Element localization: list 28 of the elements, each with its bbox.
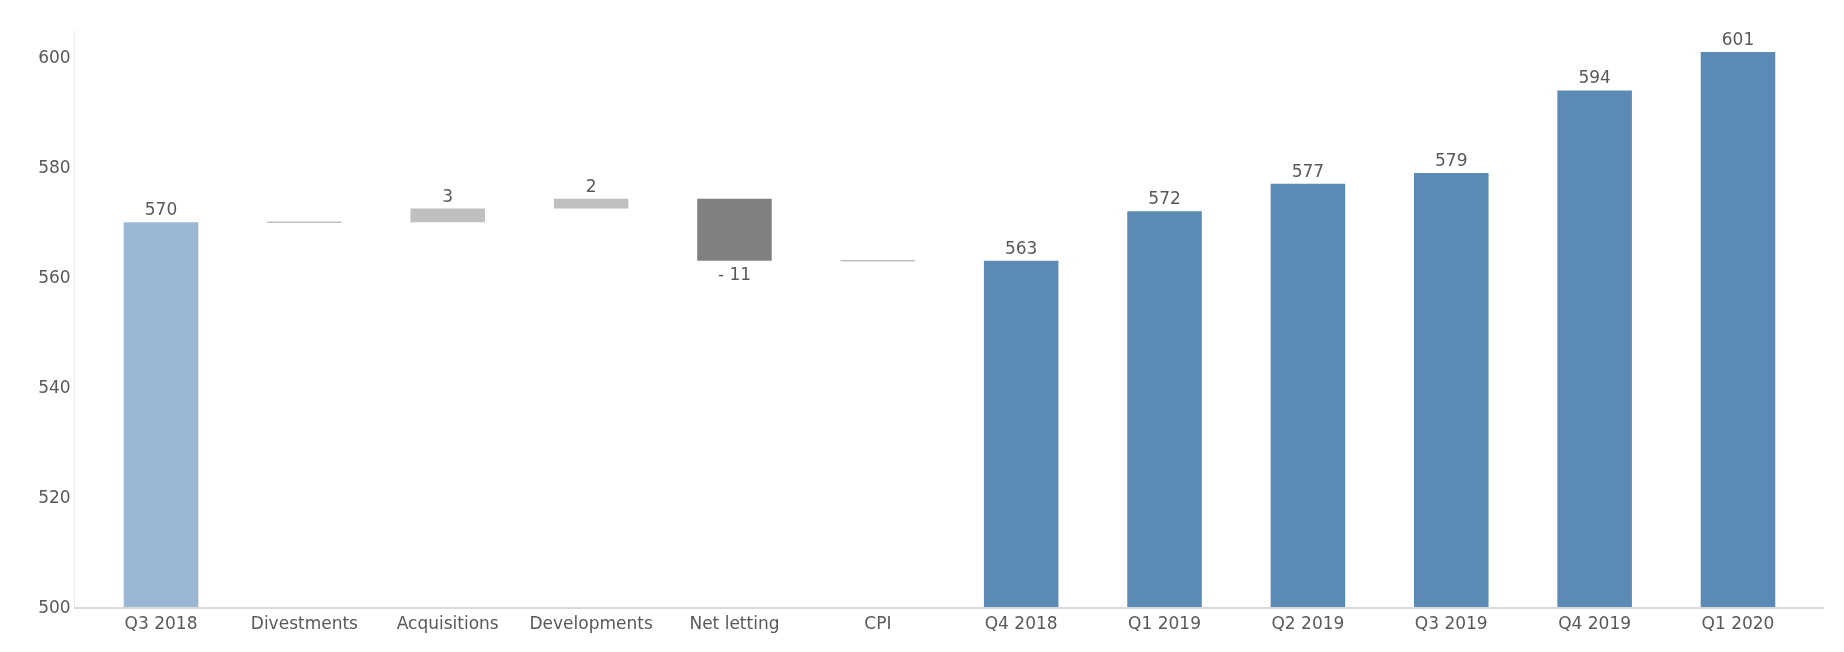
data-label: 577 — [1291, 160, 1325, 181]
x-tick-label: Developments — [529, 613, 653, 634]
x-tick-label: Q3 2018 — [124, 613, 198, 634]
data-label: 601 — [1721, 28, 1755, 49]
x-tick-label: Q1 2019 — [1128, 613, 1201, 634]
x-tick-label: Q3 2019 — [1414, 613, 1488, 634]
data-label: 570 — [144, 199, 178, 220]
data-label: 572 — [1148, 188, 1181, 209]
x-tick-label: Divestments — [250, 613, 359, 634]
x-tick-label: Net letting — [689, 613, 780, 634]
y-tick-label: 540 — [38, 377, 71, 398]
x-tick-label: Q1 2020 — [1701, 613, 1775, 634]
data-label: - 11 — [717, 263, 752, 284]
data-label: 2 — [585, 175, 597, 196]
y-tick-label: 500 — [38, 596, 71, 617]
x-tick-label: Q2 2019 — [1271, 613, 1345, 634]
y-tick-label: 600 — [38, 47, 71, 68]
y-tick-label: 520 — [38, 487, 71, 508]
data-label: 594 — [1578, 67, 1611, 88]
data-label: 579 — [1435, 149, 1468, 170]
data-label: 563 — [1004, 237, 1038, 258]
x-tick-label: Acquisitions — [396, 613, 499, 634]
y-tick-label: 560 — [38, 267, 71, 288]
x-tick-label: Q4 2018 — [984, 613, 1058, 634]
x-tick-label: Q4 2019 — [1558, 613, 1632, 634]
y-tick-label: 580 — [38, 157, 71, 178]
data-label: 3 — [442, 185, 454, 206]
x-tick-label: CPI — [864, 613, 892, 634]
